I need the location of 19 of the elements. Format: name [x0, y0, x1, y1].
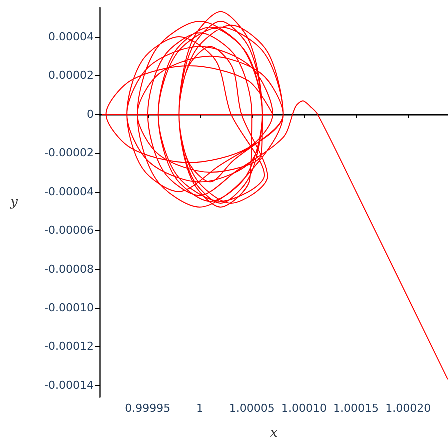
y-tick-label: -0.00010 — [44, 301, 94, 314]
y-tick-label: -0.00004 — [44, 185, 94, 198]
x-tick-label: 1.00010 — [281, 402, 327, 415]
x-tick-label: 1.00005 — [229, 402, 275, 415]
y-axis-title: y — [10, 195, 19, 210]
y-tick-label: -0.00014 — [44, 378, 94, 392]
y-tick-label: 0.00004 — [48, 30, 94, 44]
y-tick-label: -0.00008 — [44, 262, 94, 276]
y-tick-label: 0.00002 — [48, 69, 94, 82]
y-tick-label: -0.00006 — [44, 224, 94, 238]
x-tick-label: 0.99995 — [125, 402, 171, 415]
x-axis-title: x — [270, 426, 278, 441]
y-tick-label: -0.00002 — [44, 146, 94, 160]
y-tick-label: 0 — [87, 108, 94, 121]
x-tick-label: 1 — [196, 402, 204, 415]
y-tick-label: -0.00012 — [44, 340, 94, 354]
line-series — [102, 11, 448, 380]
x-tick-label: 1.00020 — [386, 402, 432, 415]
x-tick-label: 1.00015 — [334, 402, 380, 415]
